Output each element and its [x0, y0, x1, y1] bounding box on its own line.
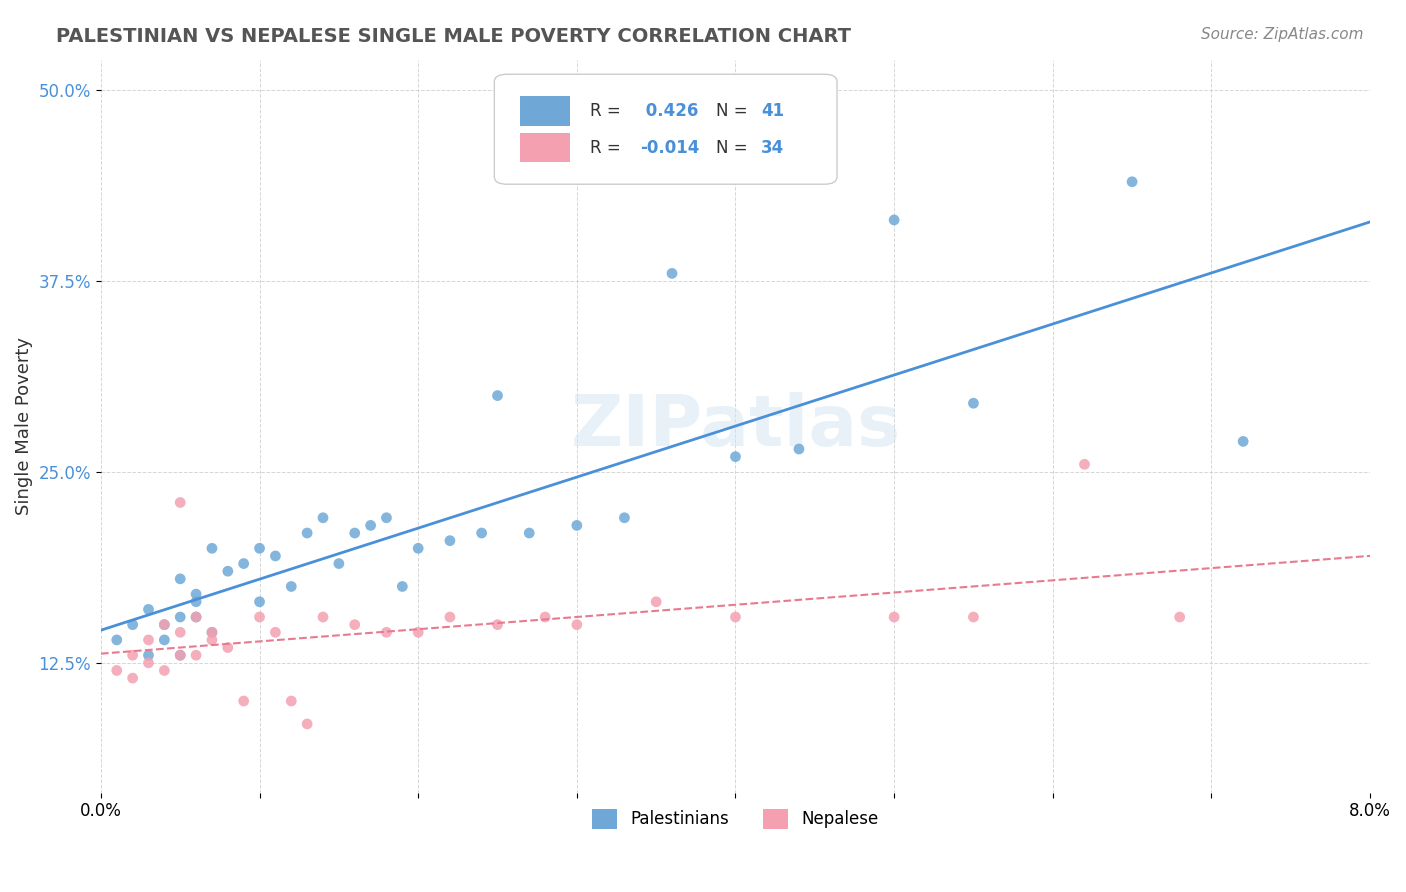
Point: [201, 625, 224, 640]
Point: [184, 610, 207, 624]
Point: [184, 595, 207, 609]
Text: ZIPatlas: ZIPatlas: [571, 392, 901, 460]
Point: [883, 213, 905, 227]
Point: [1073, 458, 1095, 472]
Text: R =: R =: [589, 138, 626, 157]
Text: R =: R =: [589, 102, 626, 120]
Point: [439, 533, 461, 548]
Point: [343, 526, 366, 541]
Point: [295, 526, 318, 541]
Text: 41: 41: [761, 102, 785, 120]
Point: [105, 664, 128, 678]
Point: [406, 541, 429, 556]
Text: N =: N =: [717, 102, 754, 120]
Point: [105, 632, 128, 647]
Point: [232, 557, 254, 571]
Point: [645, 595, 668, 609]
Point: [439, 610, 461, 624]
Point: [312, 510, 335, 524]
Point: [1168, 610, 1191, 624]
Point: [249, 610, 271, 624]
Point: [375, 510, 398, 524]
Point: [787, 442, 810, 456]
Point: [343, 617, 366, 632]
Point: [1232, 434, 1254, 449]
Point: [232, 694, 254, 708]
Point: [249, 595, 271, 609]
Y-axis label: Single Male Poverty: Single Male Poverty: [15, 337, 32, 515]
Point: [391, 579, 413, 593]
Point: [153, 617, 176, 632]
Point: [169, 610, 191, 624]
Point: [613, 510, 636, 524]
Point: [295, 717, 318, 731]
Point: [138, 648, 160, 663]
Point: [360, 518, 382, 533]
Text: 34: 34: [761, 138, 785, 157]
Point: [264, 625, 287, 640]
Point: [471, 526, 494, 541]
Point: [375, 625, 398, 640]
Point: [724, 450, 747, 464]
FancyBboxPatch shape: [495, 74, 837, 185]
Point: [169, 648, 191, 663]
Point: [406, 625, 429, 640]
Point: [661, 267, 683, 281]
Point: [121, 648, 143, 663]
Text: -0.014: -0.014: [640, 138, 700, 157]
Point: [280, 579, 302, 593]
Text: N =: N =: [717, 138, 754, 157]
Point: [138, 656, 160, 670]
Point: [883, 610, 905, 624]
Point: [249, 541, 271, 556]
Point: [486, 388, 509, 402]
Point: [201, 625, 224, 640]
Point: [184, 610, 207, 624]
Point: [153, 632, 176, 647]
Point: [312, 610, 335, 624]
Point: [724, 610, 747, 624]
Point: [486, 617, 509, 632]
Point: [138, 602, 160, 616]
Point: [169, 495, 191, 509]
Point: [169, 572, 191, 586]
Point: [184, 648, 207, 663]
Point: [517, 526, 540, 541]
Point: [217, 640, 239, 655]
FancyBboxPatch shape: [520, 96, 571, 126]
Point: [217, 564, 239, 578]
Legend: Palestinians, Nepalese: Palestinians, Nepalese: [586, 802, 886, 836]
Point: [201, 632, 224, 647]
Point: [280, 694, 302, 708]
Point: [264, 549, 287, 563]
Point: [201, 541, 224, 556]
Point: [153, 664, 176, 678]
Point: [138, 632, 160, 647]
Text: PALESTINIAN VS NEPALESE SINGLE MALE POVERTY CORRELATION CHART: PALESTINIAN VS NEPALESE SINGLE MALE POVE…: [56, 27, 851, 45]
Point: [565, 617, 588, 632]
Point: [534, 610, 557, 624]
Point: [565, 518, 588, 533]
Point: [169, 648, 191, 663]
Point: [962, 396, 984, 410]
Point: [1121, 175, 1143, 189]
Point: [153, 617, 176, 632]
Text: 0.426: 0.426: [640, 102, 699, 120]
FancyBboxPatch shape: [520, 133, 571, 162]
Point: [328, 557, 350, 571]
Point: [169, 625, 191, 640]
Point: [121, 617, 143, 632]
Point: [121, 671, 143, 685]
Text: Source: ZipAtlas.com: Source: ZipAtlas.com: [1201, 27, 1364, 42]
Point: [962, 610, 984, 624]
Point: [184, 587, 207, 601]
